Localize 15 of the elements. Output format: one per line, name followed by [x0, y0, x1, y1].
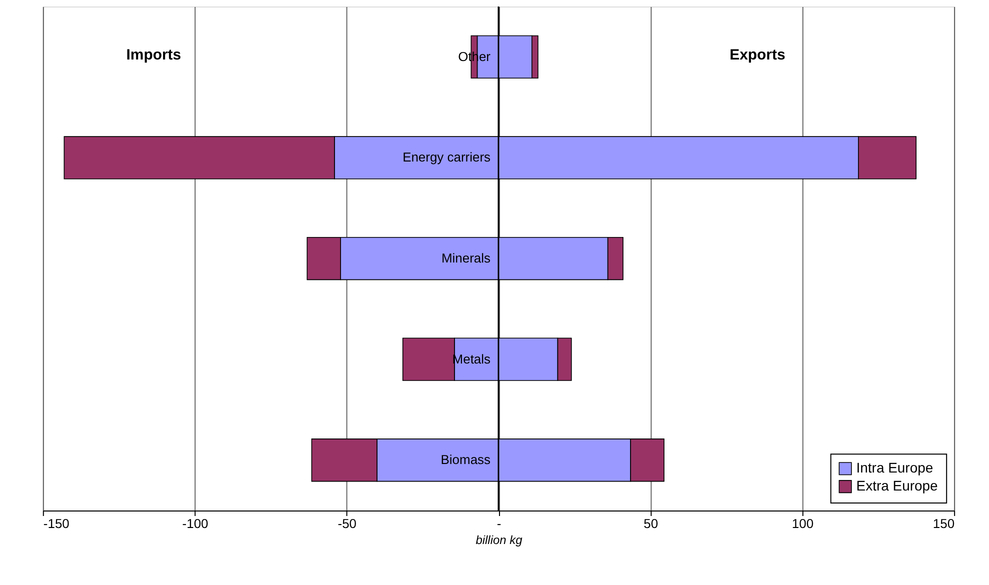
x-tick-label: 150: [932, 516, 955, 531]
legend-label: Intra Europe: [856, 460, 934, 476]
x-tick-label: 100: [792, 516, 814, 531]
legend-label: Extra Europe: [856, 478, 938, 494]
x-tick-label: -50: [338, 516, 357, 531]
x-tick-label: -150: [43, 516, 70, 531]
x-tick-label: -100: [182, 516, 208, 531]
x-tick-label: -: [496, 516, 502, 531]
x-tick-label: 50: [644, 516, 658, 531]
y-tick-label: Minerals: [441, 250, 492, 266]
y-tick-label: Biomass: [440, 452, 492, 468]
annotation: Imports: [126, 46, 182, 64]
x-axis-title: billion kg: [476, 532, 523, 547]
annotation: Exports: [730, 46, 786, 64]
y-tick-label: Energy carriers: [402, 150, 492, 165]
